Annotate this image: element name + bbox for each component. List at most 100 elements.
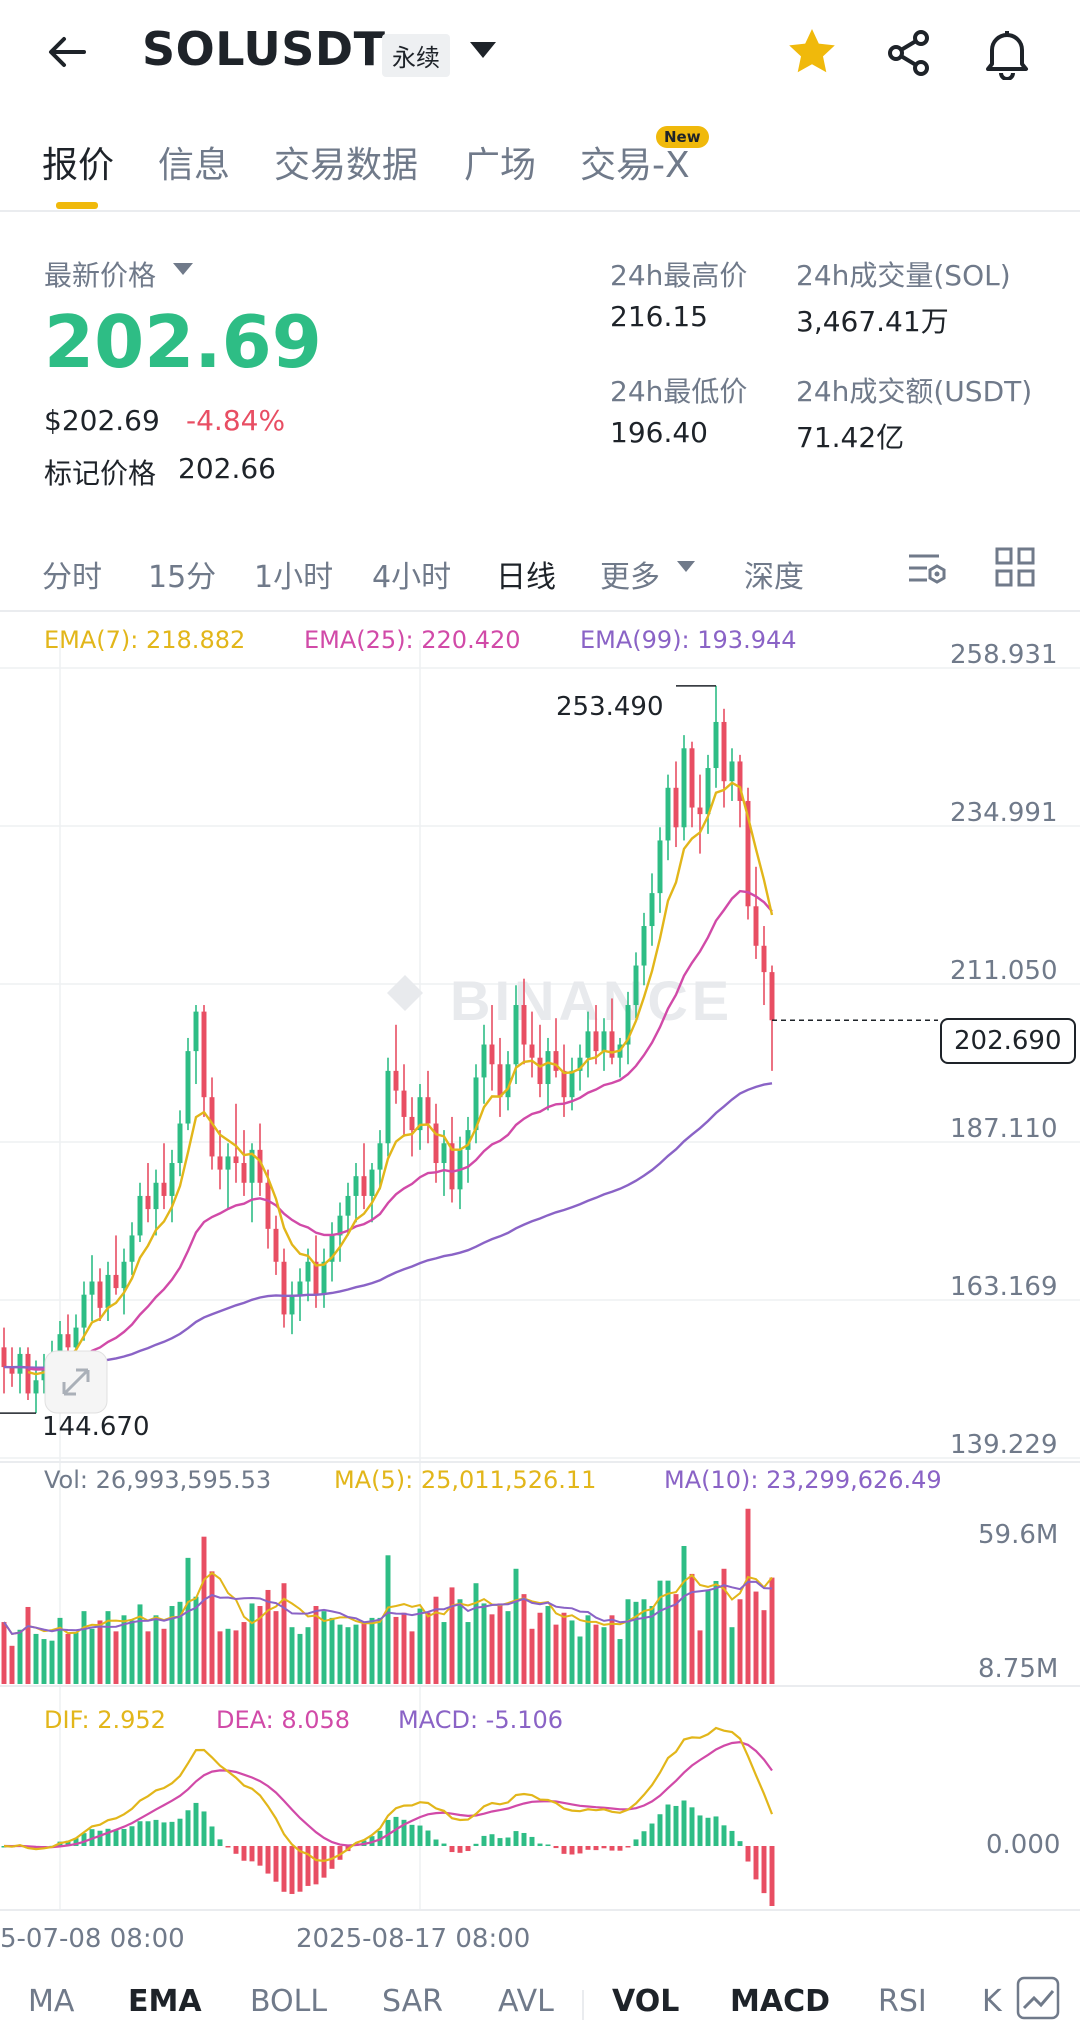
indicator-settings-icon[interactable] [1016,1976,1060,2020]
high-marker-label: 253.490 [556,692,664,722]
volume-bar [409,1631,415,1684]
indicator-tab-ema[interactable]: EMA [128,1984,202,2019]
volume-bars-layer [1,1508,775,1684]
layout-grid-icon[interactable] [994,546,1036,588]
macd-histogram-bar [169,1821,175,1846]
macd-histogram-bar [721,1825,727,1846]
volume-bar [337,1624,343,1684]
timeframe-1h[interactable]: 1小时 [254,560,334,595]
candle-body [409,1116,415,1131]
volume-bar [633,1601,639,1684]
timeframe-more[interactable]: 更多 [600,560,660,595]
macd-histogram-bar [617,1846,623,1851]
candle-body [217,1156,223,1170]
timeframe-1d[interactable]: 日线 [496,560,556,595]
volume-bar [321,1611,327,1684]
macd-dif-legend: DIF: 2.952 [44,1706,166,1734]
macd-histogram-bar [481,1835,487,1846]
tab-info[interactable]: 信息 [158,145,231,186]
timeframe-line[interactable]: 分时 [42,560,102,595]
volume-bar [569,1620,575,1684]
volume-bar [193,1596,199,1684]
macd-histogram-bar [449,1846,455,1853]
last-price-label[interactable]: 最新价格 [44,259,157,292]
volume-bar [41,1639,47,1684]
bell-icon[interactable] [982,26,1032,80]
candle-body [673,787,679,828]
indicator-tab-macd[interactable]: MACD [730,1984,830,2019]
macd-histogram-bar [281,1846,287,1892]
candle-body [545,1051,551,1085]
candlestick-chart[interactable]: BINANCE [0,640,1080,1940]
candle-body [185,1051,191,1124]
price-axis-label: 139.229 [950,1430,1058,1460]
macd-histogram-bar [161,1822,167,1846]
timeframe-15m[interactable]: 15分 [148,560,217,595]
timeframe-depth[interactable]: 深度 [744,560,804,595]
chevron-down-icon[interactable] [468,40,498,60]
star-icon[interactable] [786,26,838,78]
macd-dea-legend: DEA: 8.058 [216,1706,351,1734]
symbol-title[interactable]: SOLUSDT [142,22,386,76]
indicator-tab-sar[interactable]: SAR [382,1984,443,2019]
volume-bar [441,1622,447,1684]
mark-price-value: 202.66 [178,452,276,485]
volume-bar [593,1624,599,1684]
indicator-tab-rsi[interactable]: RSI [878,1984,927,2019]
macd-histogram-bar [761,1846,767,1894]
tab-quote[interactable]: 报价 [42,145,115,186]
indicator-tab-k[interactable]: K [982,1984,1002,2019]
candle-body [577,1057,583,1071]
volume-legend: Vol: 26,993,595.53 [44,1466,272,1494]
macd-histogram-bar [441,1843,447,1846]
tab-trade-data[interactable]: 交易数据 [274,145,419,186]
indicator-tab-boll[interactable]: BOLL [250,1984,328,2019]
new-badge: New [656,126,709,148]
chart-settings-icon[interactable] [906,548,950,588]
candle-body [657,840,663,894]
volume-bar [521,1594,527,1684]
candle-body [169,1163,175,1196]
macd-histogram-bar [305,1846,311,1886]
candle-body [625,1005,631,1045]
candle-body [593,1031,599,1052]
macd-histogram-bar [297,1846,303,1892]
volume-bar [97,1620,103,1684]
tab-trade-x[interactable]: 交易-X [580,145,690,186]
indicator-tab-avl[interactable]: AVL [498,1984,554,2019]
macd-histogram-bar [713,1816,719,1846]
back-arrow-icon[interactable] [44,28,92,76]
candle-body [377,1143,383,1170]
macd-histogram-bar [705,1817,711,1846]
macd-histogram-bar [193,1802,199,1846]
candle-body [537,1057,543,1085]
macd-histogram-bar [641,1831,647,1846]
volume-24h-value: 3,467.41万 [796,305,949,338]
volume-bar [585,1615,591,1684]
timeframe-4h[interactable]: 4小时 [372,560,452,595]
macd-histogram-bar [697,1815,703,1846]
candle-body [73,1327,79,1348]
volume-bar [433,1596,439,1684]
expand-chart-icon[interactable] [44,1350,108,1414]
share-icon[interactable] [884,28,934,78]
candle-body [433,1123,439,1164]
candle-body [505,1064,511,1098]
amount-24h-label: 24h成交额(USDT) [796,375,1033,408]
tab-square[interactable]: 广场 [464,145,537,186]
macd-histogram-bar [545,1844,551,1847]
volume-bar [625,1599,631,1684]
volume-bar [89,1628,95,1684]
candle-body [81,1294,87,1328]
candle-body [297,1281,303,1295]
volume-bar [313,1606,319,1684]
indicator-tab-vol[interactable]: VOL [612,1984,680,2019]
macd-histogram-bar [385,1819,391,1846]
volume-bar [1,1622,7,1684]
volume-bar [113,1631,119,1684]
macd-histogram-bar [209,1826,215,1846]
indicator-tab-ma[interactable]: MA [28,1984,75,2019]
candle-body [353,1176,359,1196]
macd-histogram-bar [177,1818,183,1846]
candle-body [345,1195,351,1216]
